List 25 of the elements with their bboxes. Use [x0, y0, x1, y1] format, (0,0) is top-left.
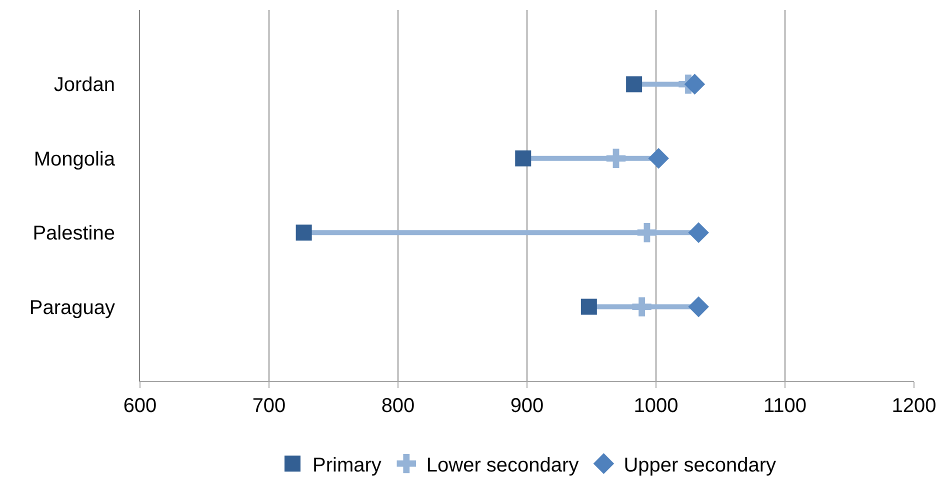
point	[296, 224, 312, 241]
x-tick-label: 700	[252, 395, 286, 418]
point	[580, 298, 597, 315]
legend-label: Lower secondary	[426, 454, 579, 476]
x-tick-label: 900	[510, 395, 544, 418]
y-tick-label: Jordan	[54, 74, 115, 96]
point	[684, 74, 706, 95]
x-tick-label: 600	[123, 395, 157, 418]
x-tick-label: 1200	[892, 395, 936, 418]
y-tick-label: Palestine	[32, 222, 115, 245]
point	[632, 297, 652, 316]
legend-label: Primary	[312, 454, 382, 476]
point	[637, 223, 657, 242]
legend-label: Upper secondary	[624, 454, 776, 476]
x-tick-label: 1100	[763, 395, 807, 418]
x-tick-label: 800	[381, 395, 415, 418]
point	[688, 222, 709, 243]
point	[515, 150, 532, 166]
point	[688, 296, 709, 318]
point	[606, 148, 626, 168]
point	[626, 76, 642, 92]
y-tick-label: Paraguay	[29, 296, 115, 319]
point	[648, 148, 669, 169]
x-tick-label: 1000	[634, 395, 678, 418]
y-tick-label: Mongolia	[34, 148, 116, 170]
